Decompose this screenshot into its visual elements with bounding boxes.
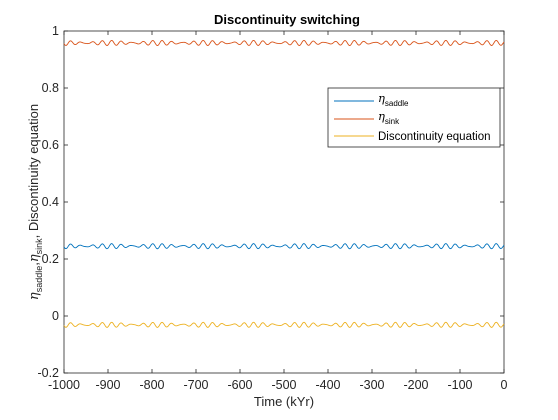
plot-area	[63, 30, 505, 374]
x-tick-label: -600	[227, 378, 252, 392]
legend: ηsaddle ηsink Discontinuity equation	[327, 87, 501, 148]
legend-sink-sub: sink	[385, 117, 400, 126]
x-tick-label: -800	[139, 378, 164, 392]
y-tick-label: 0	[52, 309, 59, 323]
legend-saddle-sub: saddle	[385, 99, 409, 108]
x-tick-label: 0	[501, 378, 508, 392]
legend-sink-sym: η	[378, 109, 385, 123]
legend-label-saddle: ηsaddle	[378, 91, 409, 108]
series-line-1	[63, 39, 505, 46]
y-tick-label: -0.2	[37, 366, 59, 380]
x-tick-label: -200	[403, 378, 428, 392]
chart-title: Discontinuity switching	[214, 12, 360, 27]
series-layer	[63, 39, 505, 328]
series-line-0	[63, 243, 505, 250]
y-axis-label-rest: , Discontinuity equation	[26, 104, 41, 238]
x-axis-label: Time (kYr)	[254, 394, 314, 409]
y-tick-label: 0.8	[42, 81, 59, 95]
x-tick-label: -100	[447, 378, 472, 392]
legend-label-discontinuity: Discontinuity equation	[378, 131, 491, 143]
y-axis: -0.2 0 0.2 0.4 0.6 0.8 1	[37, 24, 504, 380]
x-tick-label: -300	[359, 378, 384, 392]
x-tick-label: -500	[271, 378, 296, 392]
legend-label-sink: ηsink	[378, 109, 400, 126]
y-tick-label: 0.2	[42, 252, 59, 266]
x-tick-label: -400	[315, 378, 340, 392]
y-axis-label-eta-1: η	[27, 292, 42, 300]
y-axis-label-sub-sink: sink	[34, 238, 44, 255]
series-line-2	[63, 321, 505, 328]
x-tick-label: -900	[95, 378, 120, 392]
y-tick-label: 0.6	[42, 138, 59, 152]
y-axis-label-eta-2: η	[27, 254, 42, 262]
y-tick-label: 0.4	[42, 195, 59, 209]
y-axis-label: ηsaddle,ηsink, Discontinuity equation	[26, 104, 44, 300]
y-axis-label-sub-saddle: saddle	[34, 266, 44, 293]
x-axis: -1000 -900 -800 -700 -600 -500 -400 -300 -200 -10…	[48, 31, 508, 392]
y-tick-label: 1	[52, 24, 59, 38]
y-axis-label-sep: ,	[26, 262, 41, 266]
legend-saddle-sym: η	[378, 91, 385, 105]
legend-box	[327, 87, 501, 148]
x-tick-label: -1000	[48, 378, 80, 392]
x-tick-label: -700	[183, 378, 208, 392]
